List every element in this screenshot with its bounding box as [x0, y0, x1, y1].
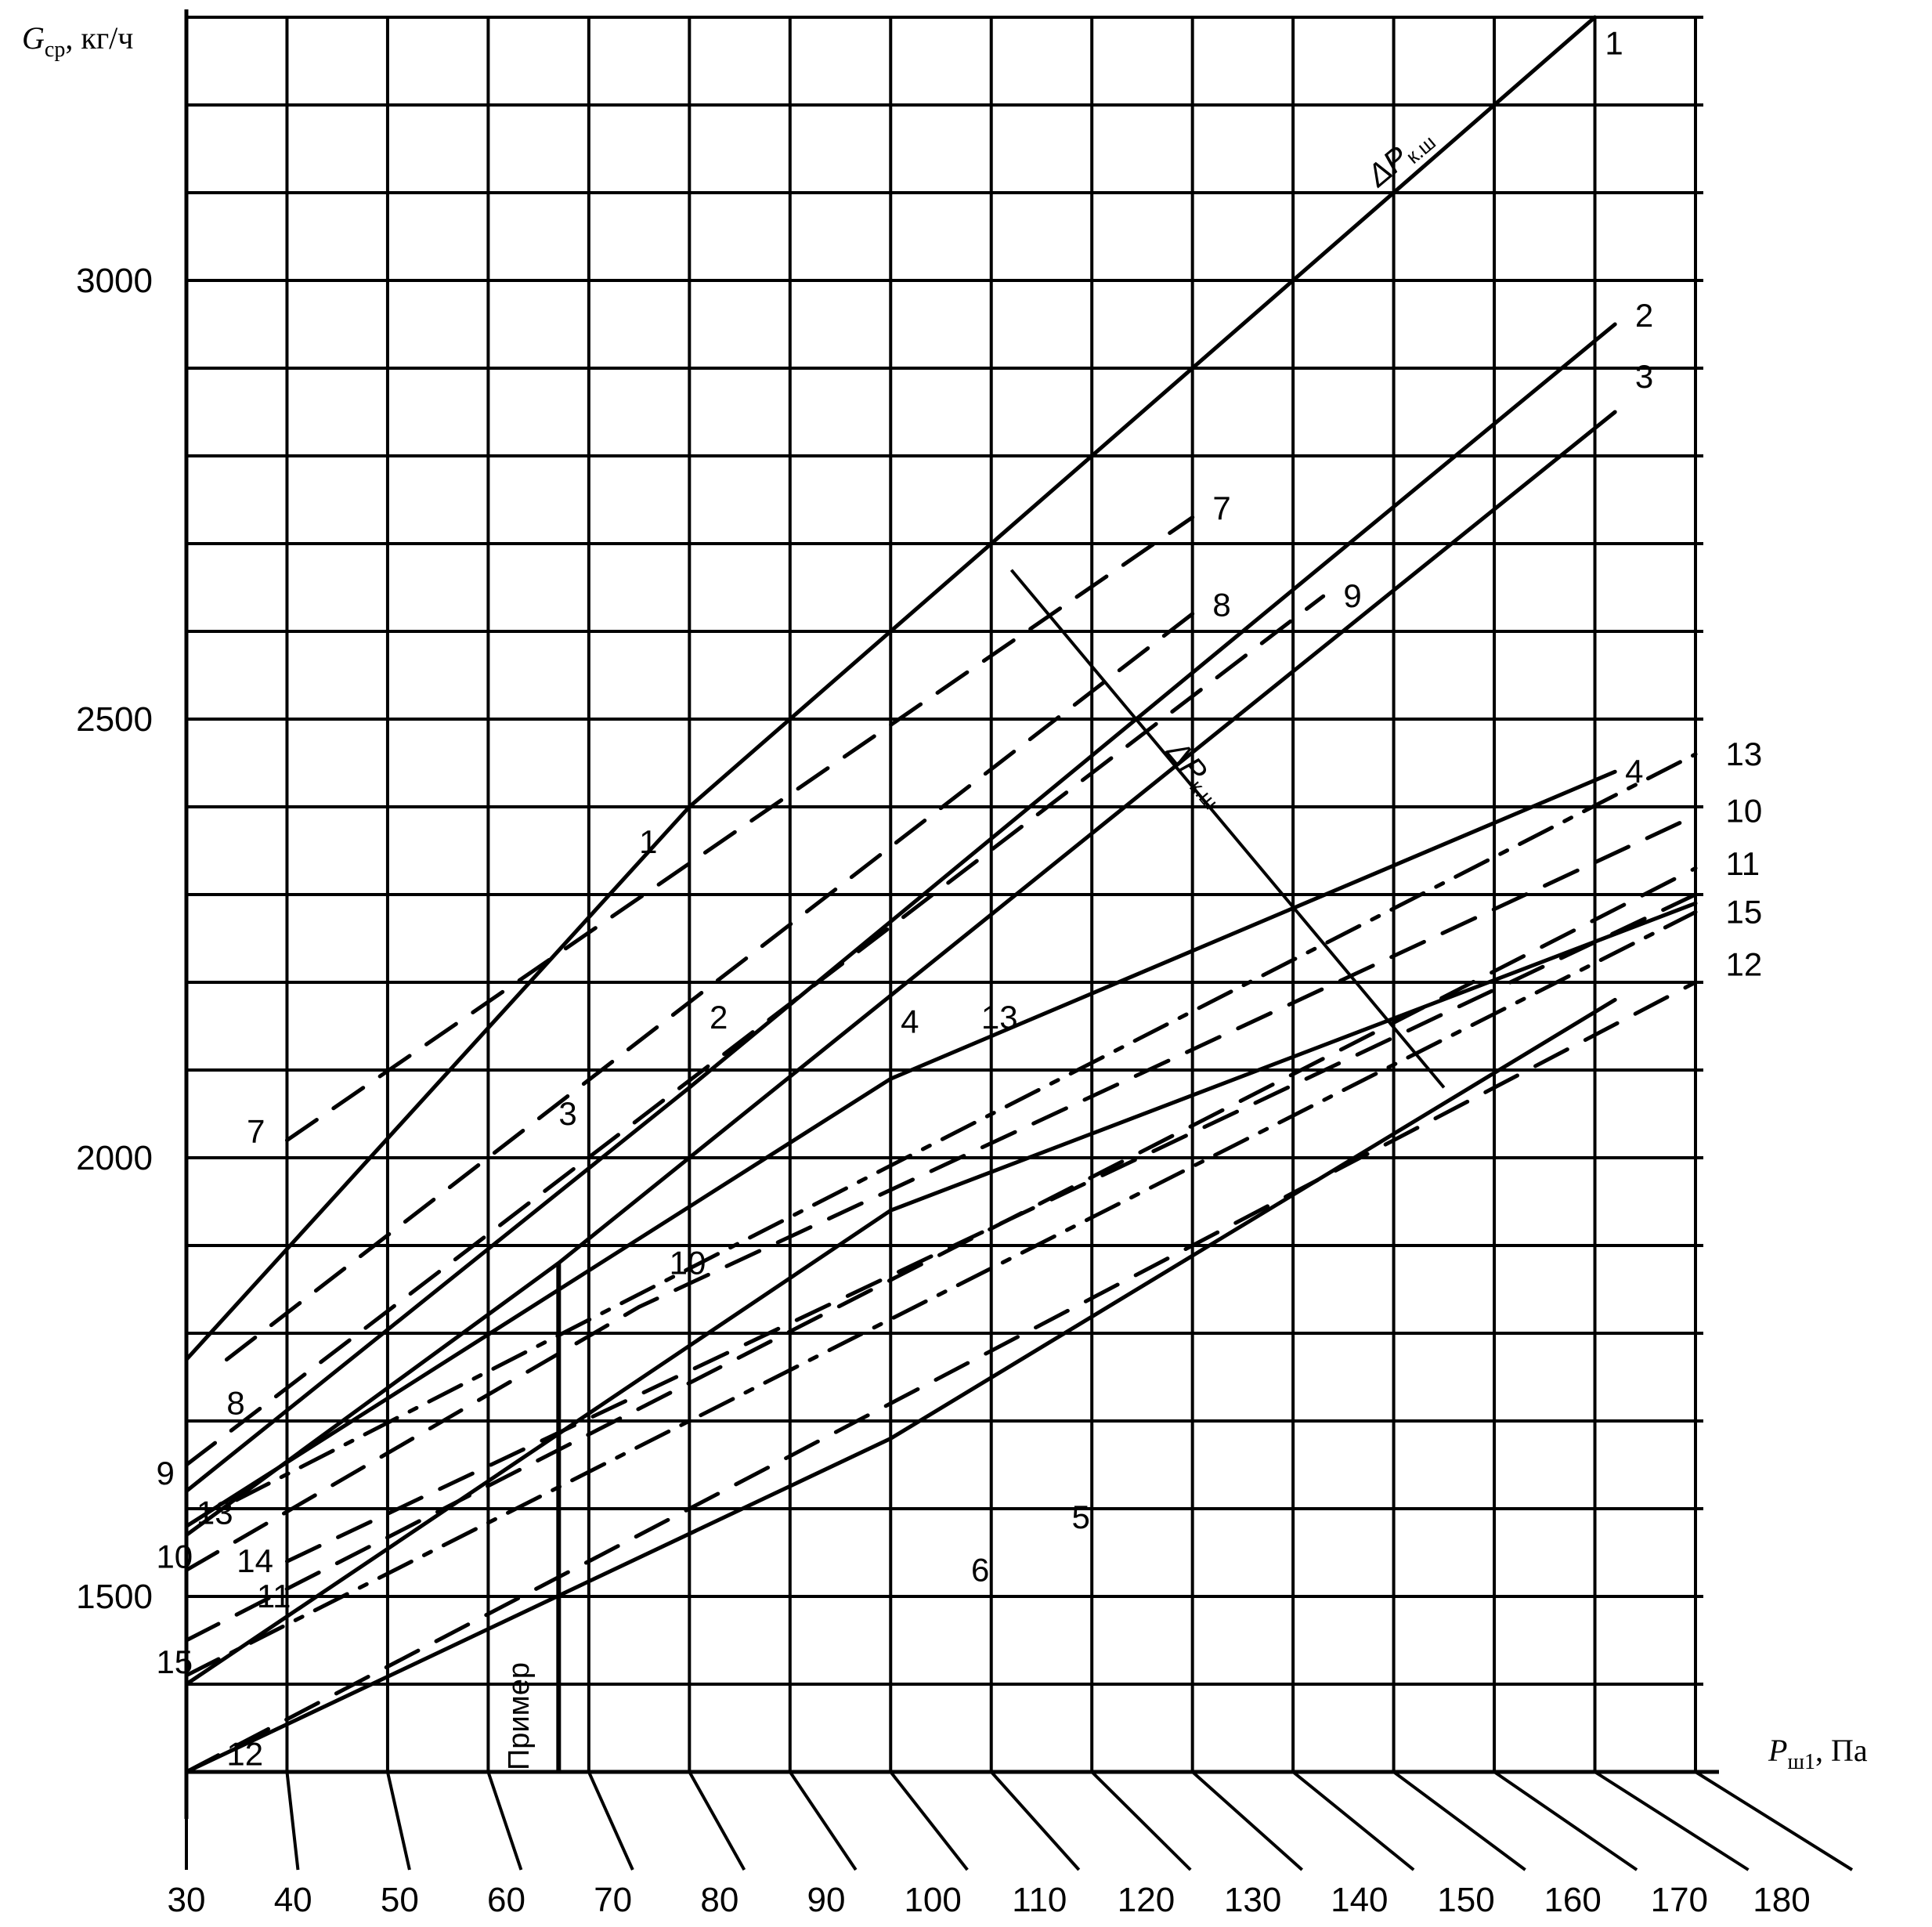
curve-label: 4 — [1625, 753, 1643, 790]
x-tick-label: 180 — [1753, 1881, 1810, 1919]
x-axis-title: Pш1, Па — [1768, 1733, 1868, 1774]
x-tick-label: 150 — [1437, 1881, 1494, 1919]
series-line-7 — [285, 515, 1195, 1143]
curve-label: 1 — [639, 823, 657, 860]
series-line-9 — [184, 594, 1326, 1467]
annotation-example: Пример — [503, 1662, 536, 1770]
curve-label: 12 — [226, 1736, 263, 1773]
tick-tail — [1493, 1770, 1638, 1871]
curve-label: 13 — [197, 1495, 233, 1531]
x-tick-label: 40 — [274, 1881, 312, 1919]
grid — [184, 9, 1854, 1871]
curve-label: 7 — [1212, 490, 1230, 526]
curve-label: 1 — [1605, 25, 1623, 62]
x-tick-label: 160 — [1544, 1881, 1601, 1919]
curve-label: 14 — [237, 1542, 273, 1579]
curve-label: 7 — [247, 1112, 265, 1149]
series-line-1 — [184, 15, 1597, 1362]
series-line-12 — [184, 980, 1698, 1774]
x-tick-label: 140 — [1331, 1881, 1388, 1919]
series-line-11 — [184, 866, 1698, 1643]
curve-label: 8 — [1212, 586, 1230, 623]
x-tick-label: 60 — [487, 1881, 525, 1919]
curve-label: 5 — [1072, 1499, 1090, 1535]
x-tick-label: 100 — [904, 1881, 961, 1919]
tick-tail — [1191, 1770, 1303, 1871]
x-tick-label: 80 — [700, 1881, 738, 1919]
curve-label: 10 — [670, 1244, 706, 1281]
curve-label: 10 — [156, 1538, 193, 1575]
tick-tail — [889, 1770, 969, 1871]
x-tick-label: 130 — [1224, 1881, 1281, 1919]
x-tick-label: 110 — [1012, 1881, 1067, 1919]
curve-label: 13 — [981, 999, 1018, 1036]
curve-label: 8 — [226, 1385, 244, 1422]
series-line-5 — [184, 901, 1698, 1687]
curve-label: 10 — [1726, 793, 1763, 830]
tick-tail — [990, 1770, 1081, 1871]
x-tick-label: 30 — [168, 1881, 206, 1919]
tick-tail — [1090, 1770, 1192, 1871]
series-line-14 — [285, 892, 1698, 1564]
series-line-2 — [184, 322, 1617, 1494]
x-tick-label: 70 — [594, 1881, 632, 1919]
tick-tail — [1392, 1770, 1526, 1871]
tick-tail — [688, 1771, 746, 1871]
x-tick-label: 120 — [1118, 1881, 1175, 1919]
curve-label: 12 — [1726, 946, 1763, 983]
curve-label: 11 — [257, 1578, 291, 1614]
curve-label: 13 — [1726, 736, 1763, 772]
series-line-8 — [224, 612, 1195, 1362]
series-line-13 — [234, 752, 1698, 1502]
tick-tail — [486, 1771, 523, 1871]
series-line-6 — [184, 997, 1617, 1774]
tick-tail — [385, 1771, 411, 1871]
curve-label: 6 — [971, 1551, 989, 1588]
curve-label: 9 — [156, 1455, 174, 1491]
tick-tail — [789, 1770, 858, 1871]
tick-labels-group: 30 40 50 60 70 80 90 100 110 120 130 140 150 160 170 18… — [76, 262, 1811, 1919]
y-tick-label: 1500 — [76, 1578, 153, 1616]
tick-tail — [1694, 1770, 1854, 1871]
y-tick-label: 2000 — [76, 1139, 153, 1177]
y-tick-label: 3000 — [76, 262, 153, 300]
y-tick-label: 2500 — [76, 700, 153, 739]
series-group — [184, 15, 1698, 1774]
tick-tail — [1291, 1770, 1415, 1871]
curve-label: 15 — [156, 1643, 193, 1680]
curve-label: 3 — [558, 1095, 576, 1132]
curve-label: 2 — [710, 999, 728, 1036]
x-tick-label: 50 — [381, 1881, 419, 1919]
x-tick-label: 90 — [807, 1881, 846, 1919]
curve-label: 9 — [1343, 577, 1361, 614]
tick-tail — [1594, 1770, 1750, 1871]
tick-tail — [587, 1771, 634, 1871]
x-tick-label: 170 — [1651, 1881, 1708, 1919]
curve-label: 2 — [1635, 297, 1653, 334]
annotations-group — [556, 569, 1446, 1772]
series-line-10 — [184, 813, 1698, 1572]
tick-tail — [285, 1771, 300, 1871]
curve-label: 3 — [1635, 358, 1653, 395]
curve-label: 4 — [901, 1003, 919, 1039]
curve-label: 11 — [1726, 845, 1760, 882]
series-line-15 — [184, 909, 1698, 1678]
series-line-4 — [184, 769, 1617, 1528]
pressure-drop-line — [1009, 569, 1446, 1089]
curve-label: 15 — [1726, 893, 1763, 930]
y-axis-title: Gср, кг/ч — [22, 20, 133, 62]
